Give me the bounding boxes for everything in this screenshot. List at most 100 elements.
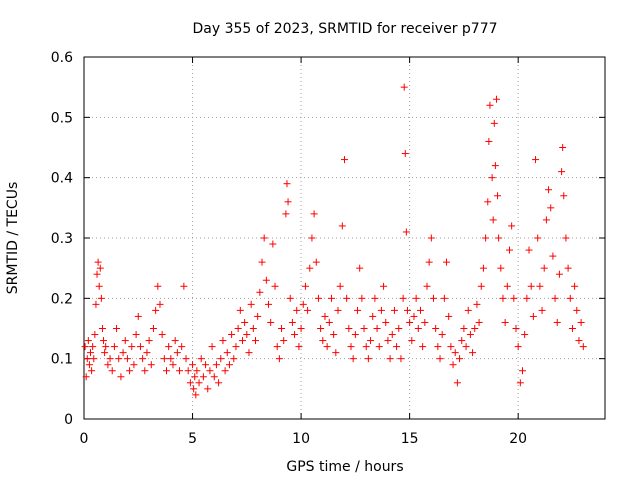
data-point [130, 361, 138, 369]
data-point [258, 258, 266, 266]
data-point [282, 210, 290, 218]
data-point [327, 294, 335, 302]
data-point [251, 337, 259, 345]
data-point [410, 312, 418, 320]
data-point [432, 325, 440, 332]
data-point [551, 294, 559, 302]
data-point [516, 379, 524, 387]
data-point [173, 349, 181, 357]
data-point [212, 361, 220, 369]
y-axis-label: SRMTID / TECUs [5, 182, 21, 295]
data-point [494, 192, 502, 200]
data-point [577, 318, 585, 326]
data-point [542, 216, 550, 224]
data-point [262, 276, 270, 284]
data-point [388, 331, 396, 339]
data-point [136, 343, 144, 351]
data-point [369, 312, 377, 320]
data-point [310, 210, 318, 218]
data-point [273, 343, 281, 351]
data-point [106, 355, 114, 363]
data-point [195, 379, 203, 387]
data-point [267, 318, 275, 326]
data-point [358, 294, 366, 302]
data-point [519, 367, 527, 375]
data-point [197, 355, 205, 363]
data-point [82, 373, 90, 381]
data-point [575, 337, 583, 345]
data-point [301, 282, 309, 290]
data-point [568, 325, 576, 332]
y-tick-label: 0.6 [51, 50, 73, 66]
data-point [147, 361, 155, 369]
data-point [559, 144, 567, 151]
data-point [254, 312, 262, 320]
data-point [132, 331, 140, 339]
data-point [343, 294, 351, 302]
data-point [477, 282, 485, 290]
data-point [354, 306, 362, 314]
data-point [225, 361, 233, 369]
data-point [460, 325, 468, 332]
data-point [312, 258, 320, 266]
data-point [453, 379, 461, 387]
data-point [192, 391, 200, 399]
data-point [364, 355, 372, 363]
data-point [284, 198, 292, 206]
y-tick-label: 0.2 [51, 291, 73, 307]
data-point [436, 355, 444, 363]
data-point [283, 180, 291, 188]
data-point [473, 300, 481, 308]
y-tick-label: 0 [64, 412, 73, 428]
data-point [104, 361, 112, 369]
data-point [186, 379, 194, 387]
data-point [356, 264, 364, 272]
data-point [490, 119, 498, 127]
data-point [121, 337, 129, 345]
data-point [154, 282, 162, 290]
data-point [165, 343, 173, 351]
data-point [499, 294, 507, 302]
data-point [260, 234, 268, 242]
data-point [178, 343, 186, 351]
x-axis-label: GPS time / hours [286, 459, 403, 475]
data-point [367, 337, 375, 345]
data-point [84, 337, 92, 345]
data-point [427, 234, 435, 242]
y-tick-label: 0.1 [51, 352, 73, 368]
data-point [464, 306, 472, 314]
data-point [204, 385, 212, 393]
data-point [558, 168, 566, 176]
data-point [223, 349, 231, 357]
data-point [512, 325, 520, 332]
data-point [217, 355, 225, 363]
data-point [380, 282, 388, 290]
data-point [247, 300, 255, 308]
data-point [532, 156, 540, 164]
data-point [384, 337, 392, 345]
data-point [527, 282, 535, 290]
data-point [245, 349, 253, 357]
data-point [176, 367, 184, 375]
data-point [275, 355, 283, 363]
data-point [573, 306, 581, 314]
data-point [158, 331, 166, 339]
data-point [471, 325, 479, 332]
data-point [488, 174, 496, 182]
data-point [466, 331, 474, 339]
data-point [88, 367, 96, 375]
data-point [96, 264, 104, 272]
data-point [295, 343, 303, 351]
data-point [230, 355, 238, 363]
data-point [414, 325, 422, 332]
data-point [406, 318, 414, 326]
data-point [308, 234, 316, 242]
data-point [321, 312, 329, 320]
data-point [238, 337, 246, 345]
data-point [408, 337, 416, 345]
data-point [421, 318, 429, 326]
data-point [278, 325, 286, 332]
data-point [92, 300, 100, 308]
data-point [169, 361, 177, 369]
